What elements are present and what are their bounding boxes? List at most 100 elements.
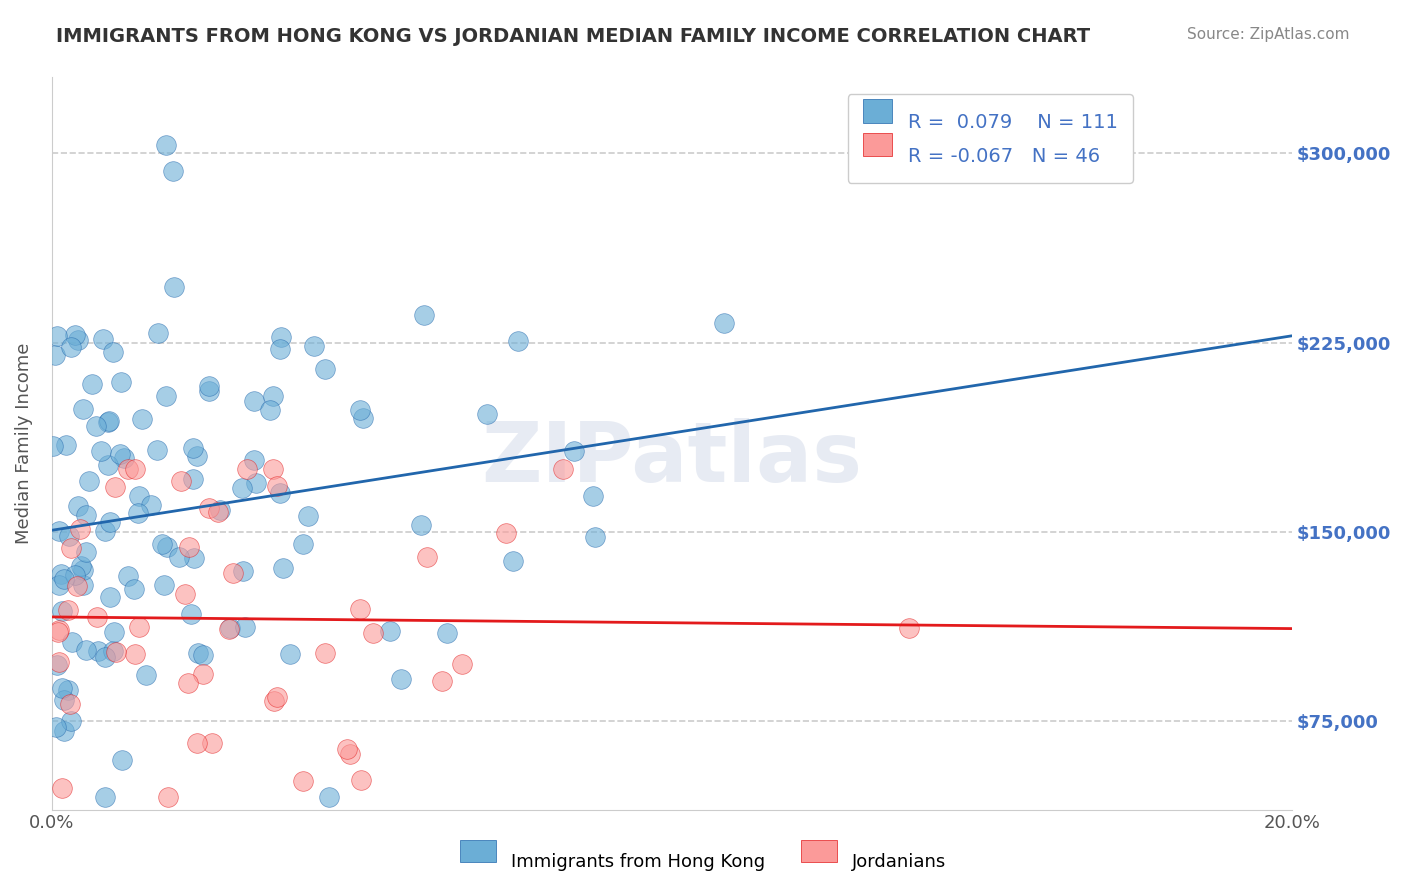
Jordanians <box>124 461 146 475</box>
Immigrants from Hong Kong <box>108 447 131 461</box>
Jordanians <box>339 747 361 761</box>
Immigrants from Hong Kong <box>45 720 67 734</box>
Jordanians <box>266 479 288 493</box>
Immigrants from Hong Kong <box>63 328 86 343</box>
Immigrants from Hong Kong <box>318 789 340 804</box>
Jordanians <box>59 697 82 711</box>
Immigrants from Hong Kong <box>181 442 204 456</box>
Immigrants from Hong Kong <box>46 329 69 343</box>
Immigrants from Hong Kong <box>75 643 97 657</box>
Immigrants from Hong Kong <box>72 563 94 577</box>
Immigrants from Hong Kong <box>508 334 530 348</box>
Jordanians <box>350 772 373 787</box>
Immigrants from Hong Kong <box>353 411 375 425</box>
Immigrants from Hong Kong <box>297 509 319 524</box>
Immigrants from Hong Kong <box>231 481 253 495</box>
Jordanians <box>176 676 198 690</box>
Immigrants from Hong Kong <box>162 164 184 178</box>
Legend: R =  0.079    N = 111, R = -0.067   N = 46: R = 0.079 N = 111, R = -0.067 N = 46 <box>848 95 1133 183</box>
Immigrants from Hong Kong <box>52 693 75 707</box>
Immigrants from Hong Kong <box>187 646 209 660</box>
Immigrants from Hong Kong <box>97 458 120 473</box>
Jordanians <box>291 774 314 789</box>
Immigrants from Hong Kong <box>150 537 173 551</box>
Immigrants from Hong Kong <box>155 389 177 403</box>
Jordanians <box>218 622 240 636</box>
Immigrants from Hong Kong <box>583 531 606 545</box>
Jordanians <box>266 690 288 704</box>
Immigrants from Hong Kong <box>94 789 117 804</box>
Immigrants from Hong Kong <box>262 388 284 402</box>
Immigrants from Hong Kong <box>131 411 153 425</box>
Immigrants from Hong Kong <box>55 438 77 452</box>
Jordanians <box>117 461 139 475</box>
Immigrants from Hong Kong <box>139 498 162 512</box>
Text: ZIPatlas: ZIPatlas <box>481 417 862 499</box>
Immigrants from Hong Kong <box>378 624 401 638</box>
Jordanians <box>174 587 197 601</box>
Immigrants from Hong Kong <box>156 541 179 555</box>
Immigrants from Hong Kong <box>389 672 412 686</box>
Immigrants from Hong Kong <box>271 560 294 574</box>
Immigrants from Hong Kong <box>114 450 136 465</box>
Jordanians <box>263 693 285 707</box>
Immigrants from Hong Kong <box>56 683 79 698</box>
Immigrants from Hong Kong <box>183 551 205 566</box>
Jordanians <box>48 623 70 637</box>
Jordanians <box>336 742 359 756</box>
Jordanians <box>48 655 70 669</box>
Immigrants from Hong Kong <box>412 308 434 322</box>
Immigrants from Hong Kong <box>117 569 139 583</box>
Immigrants from Hong Kong <box>98 414 121 428</box>
Immigrants from Hong Kong <box>562 444 585 458</box>
Immigrants from Hong Kong <box>186 449 208 463</box>
Immigrants from Hong Kong <box>53 572 76 586</box>
Immigrants from Hong Kong <box>60 714 83 728</box>
Immigrants from Hong Kong <box>409 518 432 533</box>
Immigrants from Hong Kong <box>198 384 221 398</box>
Immigrants from Hong Kong <box>51 681 73 695</box>
Immigrants from Hong Kong <box>111 753 134 767</box>
Immigrants from Hong Kong <box>75 508 97 523</box>
Jordanians <box>46 624 69 639</box>
Jordanians <box>201 736 224 750</box>
Immigrants from Hong Kong <box>197 379 219 393</box>
Jordanians <box>66 579 89 593</box>
Immigrants from Hong Kong <box>235 619 257 633</box>
Immigrants from Hong Kong <box>146 326 169 340</box>
Jordanians <box>553 461 575 475</box>
Immigrants from Hong Kong <box>146 443 169 458</box>
Immigrants from Hong Kong <box>163 280 186 294</box>
Immigrants from Hong Kong <box>713 316 735 330</box>
Immigrants from Hong Kong <box>349 403 371 417</box>
Jordanians <box>349 602 371 616</box>
Jordanians <box>495 526 517 541</box>
Jordanians <box>363 625 385 640</box>
Immigrants from Hong Kong <box>180 607 202 622</box>
Immigrants from Hong Kong <box>98 590 121 604</box>
Jordanians <box>314 646 336 660</box>
Immigrants from Hong Kong <box>436 626 458 640</box>
Immigrants from Hong Kong <box>269 486 291 500</box>
Immigrants from Hong Kong <box>128 489 150 503</box>
Immigrants from Hong Kong <box>270 329 292 343</box>
Jordanians <box>416 550 439 565</box>
Immigrants from Hong Kong <box>122 582 145 597</box>
Immigrants from Hong Kong <box>72 578 94 592</box>
Immigrants from Hong Kong <box>314 362 336 376</box>
Immigrants from Hong Kong <box>278 648 301 662</box>
Immigrants from Hong Kong <box>41 439 63 453</box>
Immigrants from Hong Kong <box>98 515 121 529</box>
Text: IMMIGRANTS FROM HONG KONG VS JORDANIAN MEDIAN FAMILY INCOME CORRELATION CHART: IMMIGRANTS FROM HONG KONG VS JORDANIAN M… <box>56 27 1091 45</box>
Immigrants from Hong Kong <box>67 333 90 347</box>
Jordanians <box>898 621 921 635</box>
Jordanians <box>186 736 208 750</box>
Immigrants from Hong Kong <box>582 489 605 503</box>
Immigrants from Hong Kong <box>181 472 204 486</box>
Immigrants from Hong Kong <box>58 528 80 542</box>
Immigrants from Hong Kong <box>97 415 120 429</box>
Jordanians <box>262 462 284 476</box>
Immigrants from Hong Kong <box>155 137 177 152</box>
Immigrants from Hong Kong <box>80 377 103 392</box>
Immigrants from Hong Kong <box>232 564 254 578</box>
